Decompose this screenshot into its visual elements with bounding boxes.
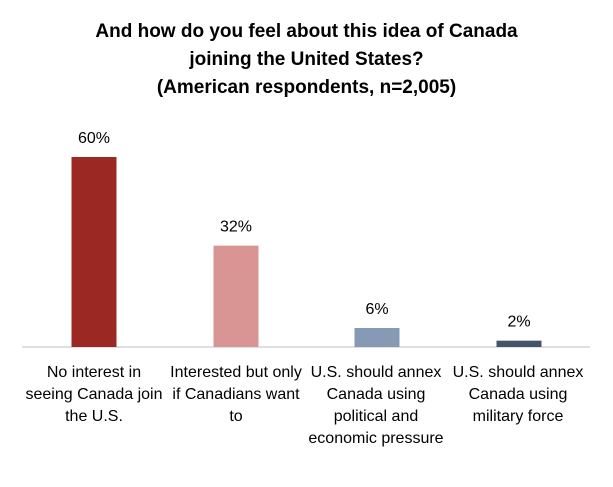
chart-title-line-2: joining the United States? <box>189 49 424 70</box>
chart-title-line-1: And how do you feel about this idea of C… <box>95 21 518 42</box>
category-label-4: U.S. should annex Canada using military … <box>452 364 584 425</box>
category-label-2: Interested but only if Canadians want to <box>170 364 302 425</box>
bar-2 <box>213 245 259 347</box>
bar-1 <box>71 157 117 347</box>
data-label-1: 60% <box>78 130 110 147</box>
data-label-2: 32% <box>220 219 252 236</box>
bar-4 <box>496 340 542 347</box>
chart-title: And how do you feel about this idea of C… <box>0 18 613 102</box>
category-label-1: No interest in seeing Canada join the U.… <box>25 364 163 425</box>
chart-title-line-3: (American respondents, n=2,005) <box>156 77 457 98</box>
bar-3 <box>354 328 400 347</box>
category-label-3: U.S. should annex Canada using political… <box>308 364 444 447</box>
data-label-3: 6% <box>365 301 388 318</box>
data-label-4: 2% <box>507 314 530 331</box>
